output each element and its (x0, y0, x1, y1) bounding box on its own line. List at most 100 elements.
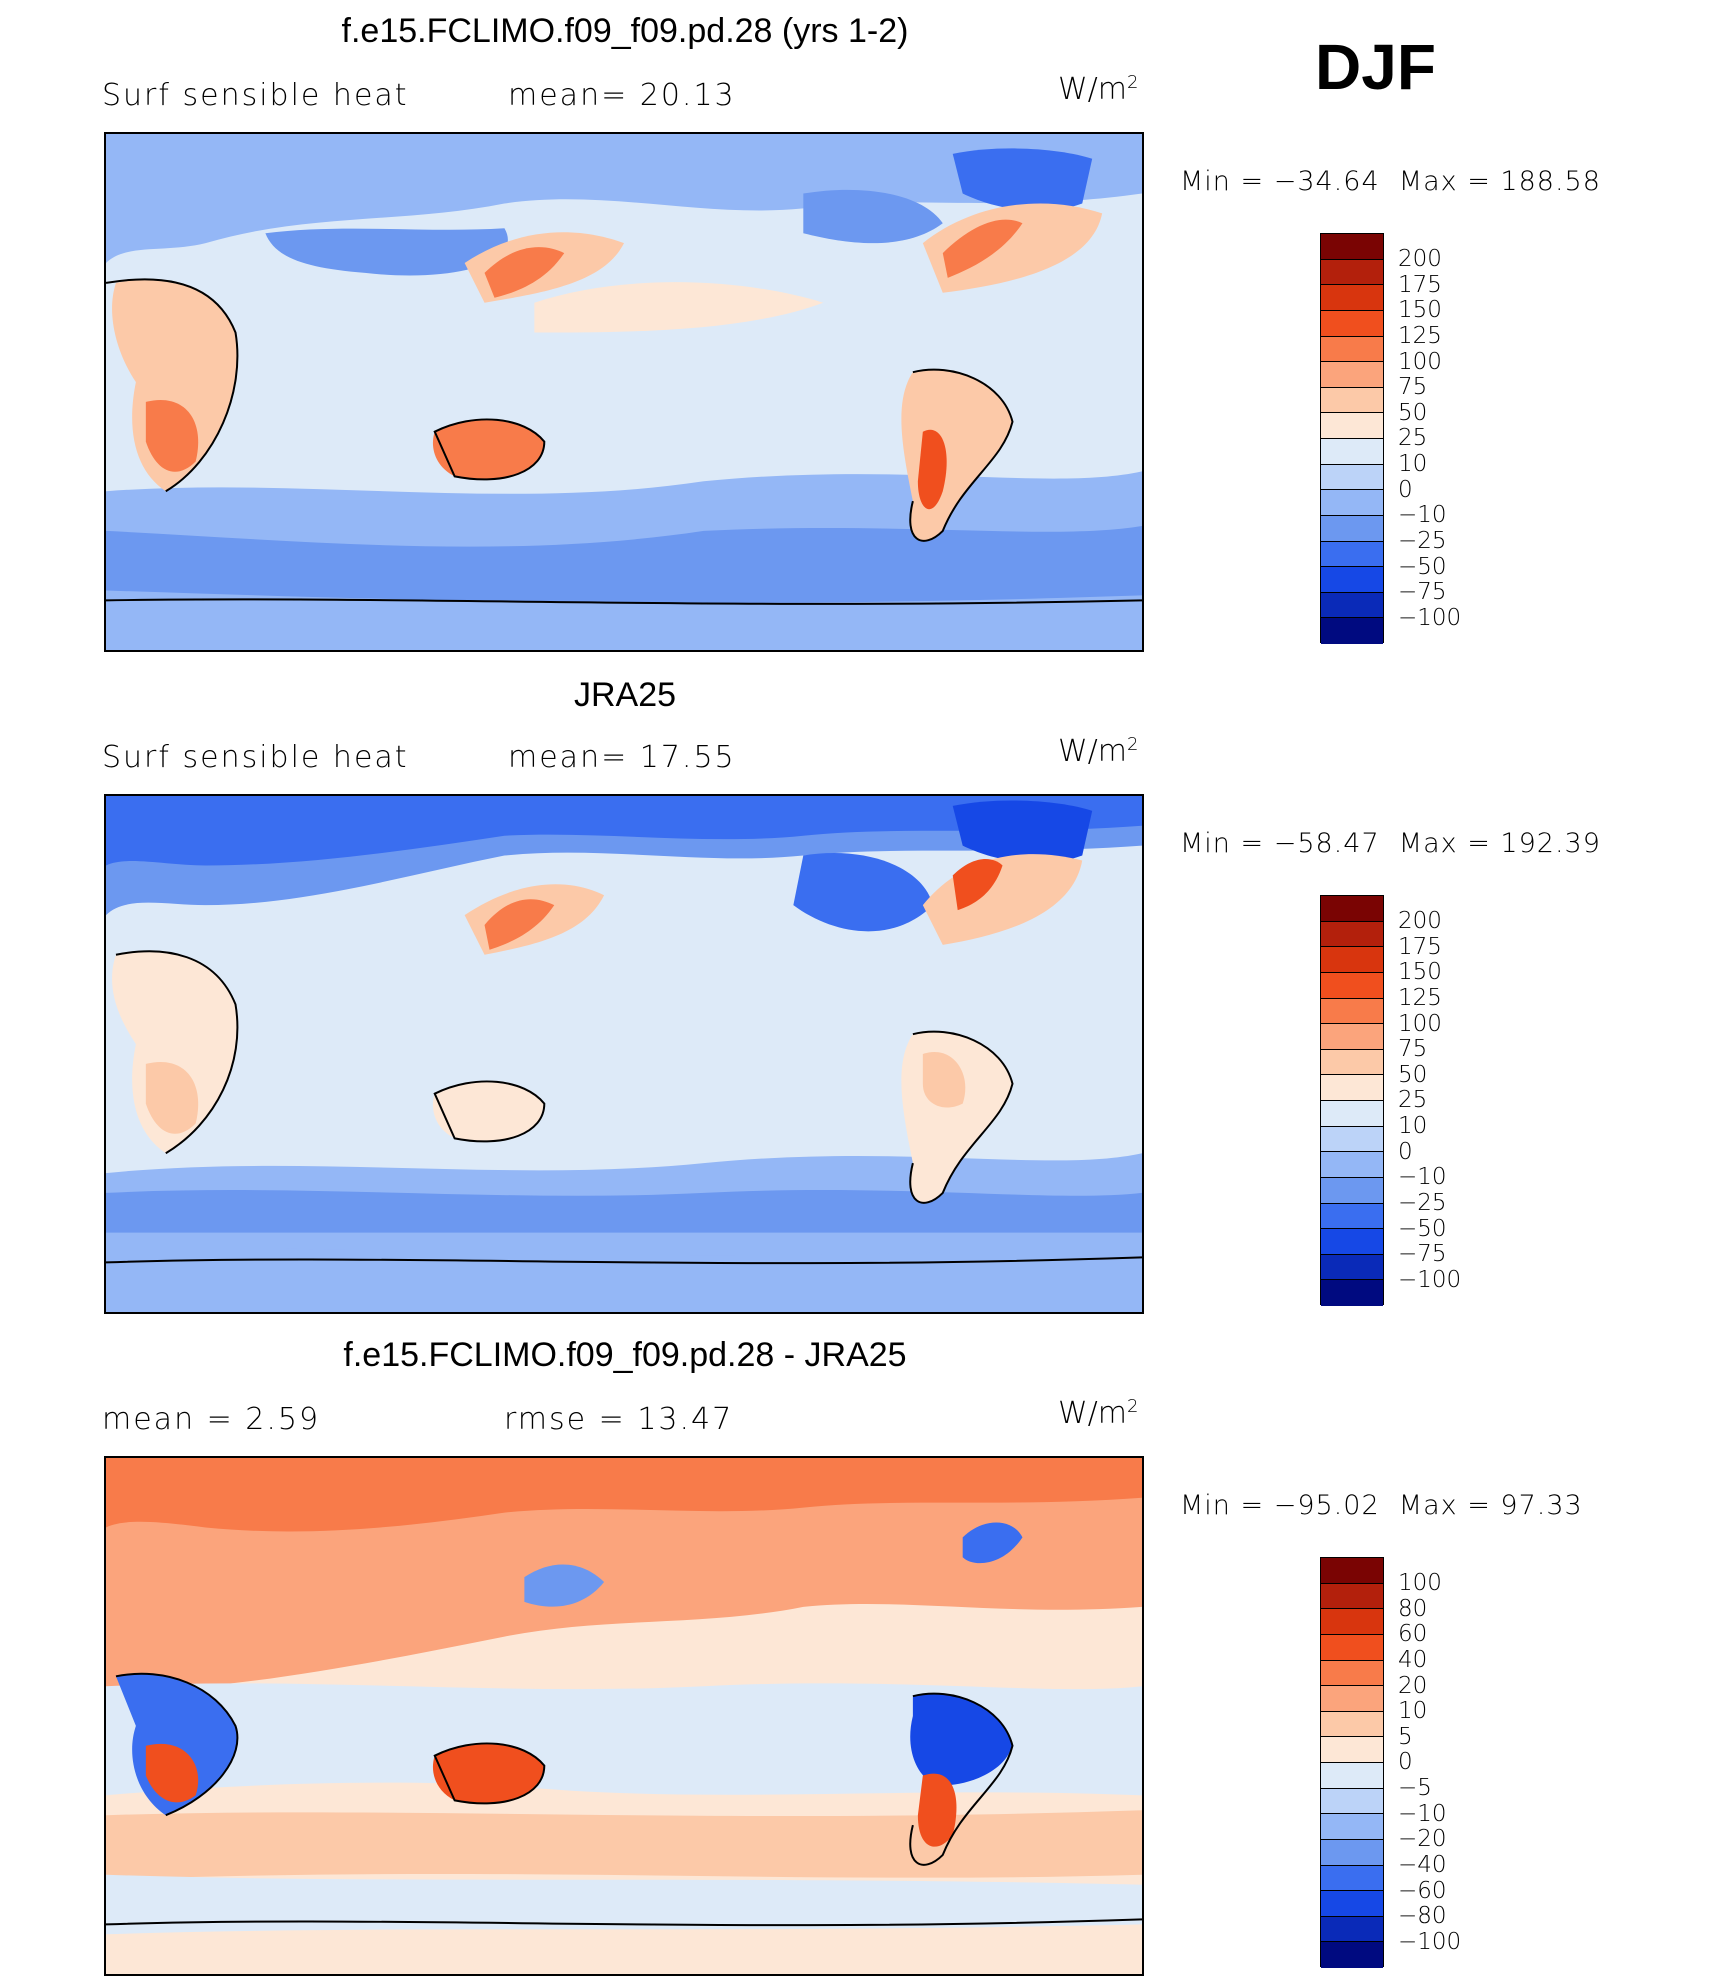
colorbar-swatch (1321, 1229, 1383, 1255)
colorbar-tick-label: 20 (1398, 1672, 1428, 1699)
panel2-variable: Surf sensible heat (102, 740, 409, 775)
panel3-colorbar-labels: 100 80 60 40 20 10 5 0 −5 −10 −20 −40 −60 −80 −100 (1398, 1570, 1461, 1955)
colorbar-swatch (1321, 1609, 1383, 1635)
colorbar-tick-label: −25 (1398, 527, 1447, 554)
panel3-mean: mean = 2.59 (102, 1402, 321, 1437)
colorbar-swatch (1321, 439, 1383, 465)
colorbar-tick-label: 50 (1398, 399, 1428, 426)
colorbar-tick-label: 175 (1398, 933, 1442, 960)
colorbar-tick-label: 100 (1398, 348, 1442, 375)
colorbar-swatch (1321, 592, 1383, 619)
colorbar-swatch (1321, 567, 1383, 593)
colorbar-tick-label: −50 (1398, 1215, 1447, 1242)
colorbar-tick-label: 200 (1398, 246, 1442, 272)
colorbar-swatch (1321, 1891, 1383, 1917)
panel3-units: W/m2 (1058, 1396, 1139, 1431)
colorbar-tick-label: 200 (1398, 908, 1442, 934)
panel3-colorbar (1320, 1557, 1384, 1968)
panel1-colorbar (1320, 233, 1384, 644)
panel1-title: f.e15.FCLIMO.f09_f09.pd.28 (yrs 1-2) (341, 12, 909, 50)
colorbar-swatch (1321, 515, 1383, 542)
panel2-colorbar-labels: 200 175 150 125 100 75 50 25 10 0 −10 −25 −50 −75 −100 (1398, 908, 1462, 1293)
colorbar-swatch (1321, 618, 1383, 644)
colorbar-swatch (1321, 1660, 1383, 1687)
colorbar-tick-label: 175 (1398, 271, 1442, 298)
colorbar-tick-label: 25 (1398, 425, 1428, 452)
colorbar-swatch (1321, 1865, 1383, 1892)
panel1-mean: mean= 20.13 (508, 78, 736, 113)
colorbar-tick-label: 75 (1398, 1036, 1428, 1063)
colorbar-tick-label: −20 (1398, 1826, 1447, 1853)
colorbar-swatch (1321, 1203, 1383, 1230)
colorbar-tick-label: 60 (1398, 1621, 1428, 1648)
colorbar-swatch (1321, 1101, 1383, 1127)
colorbar-swatch (1321, 1583, 1383, 1610)
colorbar-swatch (1321, 541, 1383, 568)
colorbar-swatch (1321, 1788, 1383, 1815)
colorbar-swatch (1321, 947, 1383, 973)
colorbar-swatch (1321, 1075, 1383, 1101)
colorbar-tick-label: 5 (1398, 1723, 1413, 1750)
colorbar-swatch (1321, 1839, 1383, 1866)
colorbar-tick-label: 25 (1398, 1087, 1428, 1114)
colorbar-tick-label: −100 (1398, 604, 1462, 631)
panel2-minmax: Min = −58.47 Max = 192.39 (1180, 828, 1601, 859)
colorbar-tick-label: −25 (1398, 1189, 1447, 1216)
panel3-map (104, 1456, 1144, 1976)
colorbar-swatch (1321, 1177, 1383, 1204)
colorbar-swatch (1321, 1280, 1383, 1306)
panel3-minmax: Min = −95.02 Max = 97.33 (1180, 1490, 1583, 1521)
colorbar-swatch (1321, 362, 1383, 388)
colorbar-tick-label: −100 (1398, 1266, 1462, 1293)
colorbar-tick-label: 10 (1398, 1698, 1428, 1725)
colorbar-tick-label: 100 (1398, 1570, 1442, 1596)
colorbar-swatch (1321, 464, 1383, 491)
colorbar-swatch (1321, 1763, 1383, 1789)
season-label: DJF (1315, 31, 1436, 103)
colorbar-swatch (1321, 234, 1383, 260)
colorbar-tick-label: −50 (1398, 553, 1447, 580)
colorbar-tick-label: −10 (1398, 502, 1447, 529)
colorbar-tick-label: 50 (1398, 1061, 1428, 1088)
panel2-title: JRA25 (573, 676, 677, 714)
colorbar-swatch (1321, 1254, 1383, 1281)
colorbar-swatch (1321, 310, 1383, 337)
colorbar-tick-label: 0 (1398, 476, 1413, 503)
colorbar-swatch (1321, 1686, 1383, 1712)
colorbar-swatch (1321, 490, 1383, 516)
colorbar-tick-label: 10 (1398, 451, 1428, 477)
panel2-units: W/m2 (1058, 734, 1139, 769)
panel1-colorbar-labels: 200 175 150 125 100 75 50 25 10 0 −10 −25 −50 −75 −100 (1398, 246, 1462, 631)
colorbar-tick-label: −80 (1398, 1903, 1447, 1930)
colorbar-swatch (1321, 259, 1383, 286)
colorbar-swatch (1321, 896, 1383, 922)
colorbar-tick-label: −40 (1398, 1851, 1447, 1878)
colorbar-tick-label: 10 (1398, 1113, 1428, 1139)
panel1-map (104, 132, 1144, 652)
colorbar-swatch (1321, 413, 1383, 439)
colorbar-tick-label: −60 (1398, 1877, 1447, 1904)
colorbar-tick-label: 40 (1398, 1646, 1428, 1673)
colorbar-tick-label: −10 (1398, 1800, 1447, 1827)
colorbar-tick-label: 75 (1398, 374, 1428, 401)
panel1-units: W/m2 (1058, 72, 1139, 107)
panel1-variable: Surf sensible heat (102, 78, 409, 113)
panel1-minmax: Min = −34.64 Max = 188.58 (1180, 166, 1601, 197)
colorbar-tick-label: 100 (1398, 1010, 1442, 1037)
colorbar-swatch (1321, 1126, 1383, 1153)
colorbar-tick-label: 150 (1398, 297, 1442, 324)
colorbar-swatch (1321, 336, 1383, 363)
colorbar-swatch (1321, 1737, 1383, 1763)
colorbar-swatch (1321, 972, 1383, 999)
panel2-colorbar (1320, 895, 1384, 1306)
colorbar-tick-label: 125 (1398, 322, 1442, 349)
colorbar-swatch (1321, 1916, 1383, 1943)
colorbar-tick-label: 0 (1398, 1138, 1413, 1165)
panel3-title: f.e15.FCLIMO.f09_f09.pd.28 - JRA25 (343, 1336, 907, 1374)
colorbar-tick-label: 0 (1398, 1749, 1413, 1776)
panel3-rmse: rmse = 13.47 (504, 1402, 734, 1437)
colorbar-tick-label: 125 (1398, 984, 1442, 1011)
colorbar-swatch (1321, 998, 1383, 1025)
colorbar-swatch (1321, 285, 1383, 311)
panel2-mean: mean= 17.55 (508, 740, 736, 775)
